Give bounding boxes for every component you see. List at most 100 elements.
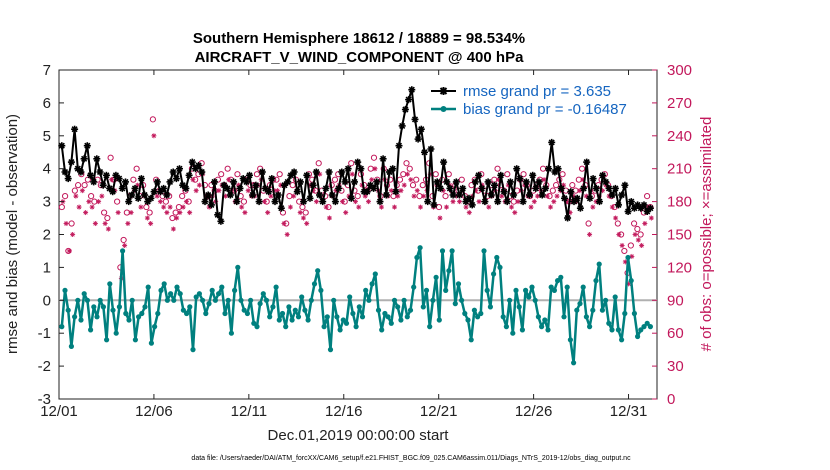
rmse-marker (475, 171, 483, 179)
obs-possible-marker (634, 225, 641, 233)
rmse-marker (545, 165, 553, 173)
y2-tick-label: 90 (667, 292, 684, 309)
obs-assimilated-marker (183, 199, 189, 205)
bias-marker (468, 337, 474, 343)
rmse-marker (487, 191, 495, 199)
obs-possible-marker (71, 187, 78, 194)
obs-possible-marker (315, 160, 322, 167)
rmse-marker (58, 142, 66, 150)
obs-assimilated-marker (528, 204, 534, 210)
obs-assimilated-marker (92, 221, 98, 227)
obs-assimilated-marker (548, 204, 554, 210)
bias-marker (152, 324, 158, 330)
rmse-marker (538, 191, 546, 199)
obs-possible-marker (289, 182, 296, 189)
obs-assimilated-marker (291, 193, 297, 199)
obs-possible-marker (396, 176, 404, 183)
bias-marker (225, 297, 231, 303)
obs-possible-marker (276, 171, 283, 178)
rmse-marker (452, 178, 460, 186)
obs-possible-marker (61, 193, 69, 200)
rmse-marker (583, 158, 591, 166)
bias-marker (142, 304, 148, 310)
rmse-marker (182, 184, 190, 192)
rmse-marker (131, 184, 139, 192)
y2-tick-label: 60 (667, 325, 684, 342)
series-layer (58, 86, 654, 366)
obs-assimilated-marker (180, 204, 186, 210)
rmse-marker (328, 191, 336, 199)
obs-assimilated-marker (196, 182, 202, 188)
obs-assimilated-marker (515, 199, 521, 205)
obs-assimilated-marker (105, 226, 111, 232)
obs-assimilated-marker (408, 177, 414, 183)
bias-marker (481, 248, 487, 254)
y-tick-label: -1 (38, 325, 51, 342)
rmse-marker (363, 188, 371, 196)
obs-assimilated-marker (398, 188, 404, 194)
rmse-marker (303, 171, 311, 179)
rmse-marker (561, 194, 568, 202)
obs-possible-marker (504, 171, 511, 178)
obs-assimilated-marker (193, 188, 199, 194)
obs-possible-marker (302, 209, 309, 216)
rmse-marker (246, 171, 253, 179)
rmse-marker (557, 184, 565, 192)
bias-marker (516, 304, 522, 310)
bias-marker (292, 307, 298, 313)
y2-tick-label: 240 (667, 128, 692, 145)
obs-assimilated-marker (76, 204, 82, 210)
obs-assimilated-marker (138, 204, 144, 210)
rmse-marker (102, 171, 110, 179)
bias-marker (363, 287, 369, 293)
bias-marker (203, 310, 209, 317)
rmse-marker (61, 168, 69, 176)
bias-marker (625, 254, 631, 261)
rmse-marker (471, 178, 479, 186)
obs-assimilated-marker (239, 204, 245, 210)
bias-marker (123, 310, 129, 317)
obs-possible-marker (403, 160, 410, 167)
obs-possible-marker (162, 198, 169, 205)
obs-possible-marker (520, 171, 527, 178)
obs-possible-marker (637, 231, 644, 238)
obs-possible-marker (234, 171, 241, 178)
y-tick-label: -2 (38, 358, 51, 375)
obs-assimilated-marker (444, 204, 450, 210)
bias-marker (507, 297, 513, 303)
bias-marker (84, 297, 90, 303)
bias-marker (283, 324, 289, 330)
bias-marker (388, 320, 394, 326)
rmse-marker (443, 178, 451, 186)
rmse-marker (541, 184, 549, 192)
rmse-marker (90, 178, 98, 186)
obs-assimilated-marker (499, 193, 505, 199)
y-tick-label: 2 (43, 227, 51, 244)
y2-tick-label: 150 (667, 227, 692, 244)
rmse-marker (137, 175, 145, 183)
bias-marker (196, 291, 202, 297)
rmse-marker (510, 191, 518, 199)
bias-marker (471, 307, 477, 313)
y2-tick-label: 30 (667, 358, 684, 375)
obs-assimilated-marker (356, 204, 362, 210)
rmse-marker (405, 96, 413, 104)
rmse-marker (494, 198, 502, 206)
rmse-marker (331, 198, 339, 206)
bias-marker (295, 314, 302, 320)
bias-marker (459, 297, 465, 303)
rmse-marker (306, 194, 314, 202)
rmse-marker (172, 175, 180, 183)
obs-possible-marker (107, 154, 114, 161)
bias-marker (436, 317, 442, 323)
rmse-marker (71, 125, 79, 133)
bias-marker (420, 304, 426, 310)
bias-marker (276, 317, 282, 323)
bias-marker (423, 287, 430, 293)
rmse-marker (621, 181, 629, 189)
bias-marker (583, 314, 590, 320)
obs-assimilated-marker (411, 193, 417, 199)
bias-marker (59, 324, 65, 330)
obs-possible-marker (101, 209, 108, 216)
bias-marker (503, 324, 509, 330)
